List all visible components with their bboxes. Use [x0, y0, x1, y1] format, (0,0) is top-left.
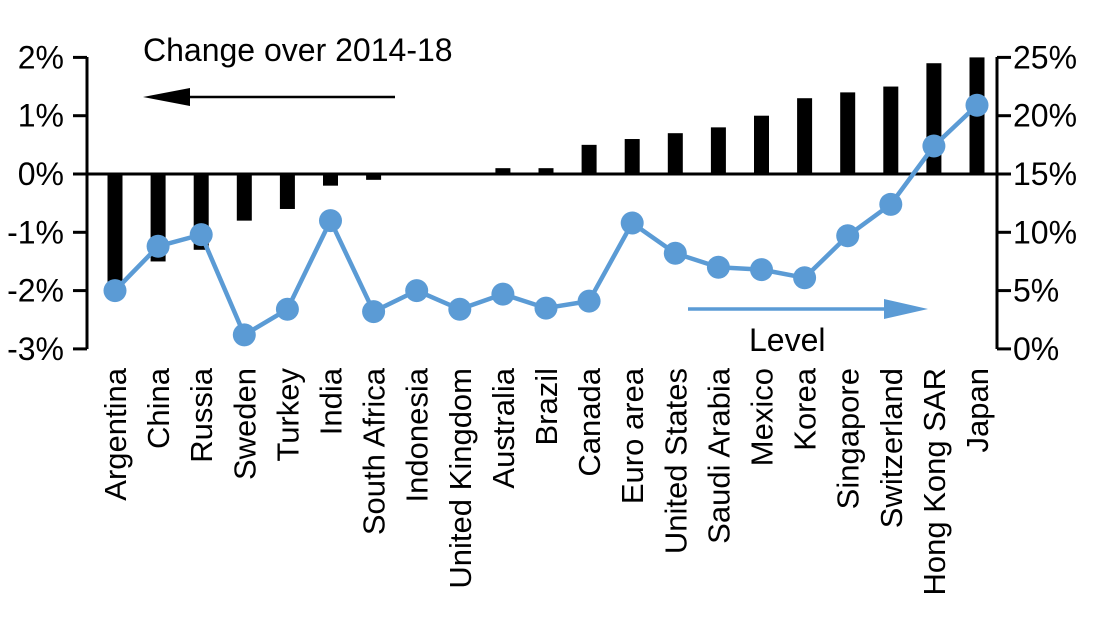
bar-Saudi Arabia — [710, 127, 726, 174]
marker-Euro area — [620, 211, 644, 235]
marker-Canada — [577, 289, 601, 313]
bar-Argentina — [107, 174, 123, 282]
marker-Sweden — [232, 323, 256, 347]
category-label-China: China — [141, 367, 176, 449]
category-label-Saudi Arabia: Saudi Arabia — [701, 367, 736, 544]
left-axis-label: 2% — [18, 39, 64, 75]
category-label-Argentina: Argentina — [98, 367, 133, 500]
bar-United States — [667, 133, 683, 174]
right-axis-label: 0% — [1013, 331, 1059, 367]
marker-United States — [663, 241, 687, 265]
bar-Mexico — [754, 115, 769, 174]
category-label-United Kingdom: United Kingdom — [443, 368, 478, 589]
category-label-Russia: Russia — [184, 367, 219, 463]
marker-Australia — [491, 282, 515, 306]
marker-Singapore — [836, 224, 860, 248]
bar-Singapore — [840, 92, 856, 174]
category-label-Turkey: Turkey — [270, 368, 305, 462]
category-label-Mexico: Mexico — [745, 368, 780, 466]
line-series-title: Level — [749, 322, 826, 358]
marker-China — [146, 234, 170, 258]
bar-South Africa — [366, 174, 382, 180]
bar-series-title: Change over 2014-18 — [143, 32, 453, 68]
category-label-Euro area: Euro area — [615, 367, 650, 504]
marker-Hong Kong SAR — [922, 134, 946, 158]
marker-Mexico — [750, 258, 773, 282]
left-axis-label: 1% — [18, 98, 64, 134]
category-label-Indonesia: Indonesia — [400, 367, 435, 502]
category-label-Korea: Korea — [788, 367, 823, 450]
bar-Brazil — [538, 168, 554, 174]
bar-Euro area — [624, 139, 640, 174]
left-axis-label: -3% — [7, 331, 64, 367]
category-label-United States: United States — [658, 368, 693, 554]
level-arrow-head — [884, 299, 928, 319]
category-label-Singapore: Singapore — [831, 368, 866, 509]
category-label-Hong Kong SAR: Hong Kong SAR — [917, 368, 952, 595]
marker-Argentina — [103, 279, 127, 303]
category-label-Australia: Australia — [486, 367, 521, 488]
left-axis-label: 0% — [18, 156, 64, 192]
bar-Switzerland — [883, 86, 899, 174]
marker-Japan — [965, 93, 989, 117]
right-axis-label: 10% — [1013, 214, 1077, 250]
category-label-Japan: Japan — [960, 368, 995, 452]
bar-Sweden — [236, 174, 252, 221]
right-axis-label: 20% — [1013, 98, 1077, 134]
bar-Turkey — [279, 174, 295, 209]
right-axis-label: 15% — [1013, 156, 1077, 192]
left-axis-label: -2% — [7, 273, 64, 309]
marker-Switzerland — [879, 192, 903, 216]
marker-Russia — [189, 223, 213, 247]
bar-Korea — [797, 98, 813, 174]
marker-Korea — [793, 266, 817, 290]
left-axis-label: -1% — [7, 214, 64, 250]
marker-India — [319, 209, 342, 233]
bar-India — [323, 174, 338, 186]
marker-United Kingdom — [448, 297, 472, 321]
marker-Saudi Arabia — [706, 255, 730, 279]
right-axis-label: 25% — [1013, 39, 1077, 75]
marker-Indonesia — [405, 279, 429, 303]
category-label-Brazil: Brazil — [529, 368, 564, 446]
marker-South Africa — [362, 300, 386, 324]
marker-Brazil — [534, 296, 558, 320]
bar-Canada — [581, 144, 597, 174]
marker-Turkey — [275, 297, 299, 321]
change-arrow-head — [143, 88, 190, 106]
category-label-Sweden: Sweden — [227, 368, 262, 480]
bar-Australia — [495, 168, 511, 174]
category-label-Canada: Canada — [572, 367, 607, 476]
right-axis-label: 5% — [1013, 273, 1059, 309]
category-label-South Africa: South Africa — [357, 367, 392, 535]
category-label-Switzerland: Switzerland — [874, 368, 909, 528]
category-label-India: India — [314, 367, 349, 435]
